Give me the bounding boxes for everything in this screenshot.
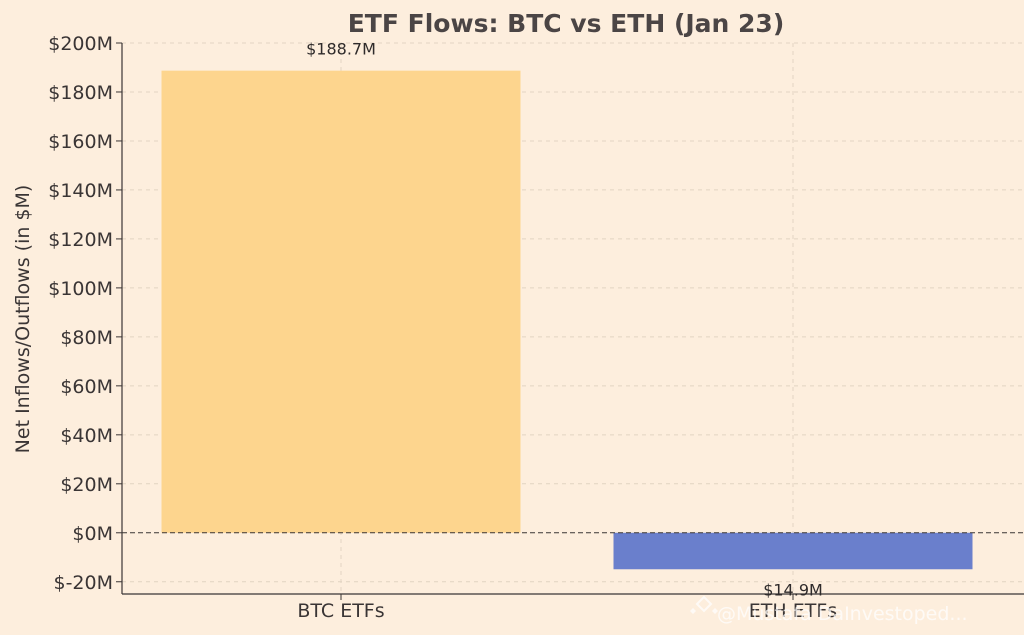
y-tick-label: $40M [60,425,113,447]
bar-eth-etfs [613,532,973,570]
y-tick-label: $80M [60,327,113,349]
y-tick-label: $60M [60,376,113,398]
x-tick-label: ETH ETFs [749,600,837,622]
data-label: $188.7M [306,40,376,59]
y-tick-label: $120M [48,229,113,251]
y-tick-label: $-20M [53,572,113,594]
bar-btc-etfs [161,70,521,533]
chart-title: ETF Flows: BTC vs ETH (Jan 23) [348,9,785,38]
y-tick-label: $20M [60,474,113,496]
y-tick-label: $0M [72,523,113,545]
x-tick-label: BTC ETFs [297,600,384,622]
y-axis-title: Net Inflows/Outflows (in $M) [12,185,34,454]
watermark-text: @Mustafa DaInvestoped... [717,603,968,625]
axes [116,42,1024,600]
watermark: @Mustafa DaInvestoped... [690,595,968,625]
y-tick-label: $180M [48,82,113,104]
y-tick-label: $160M [48,131,113,153]
y-tick-label: $140M [48,180,113,202]
labels: $-20M $0M $20M $40M $60M $80M $100M $120M $140M $… [48,33,837,622]
y-tick-label: $100M [48,278,113,300]
data-label: $14.9M [763,580,823,599]
bars [161,70,973,570]
y-tick-label: $200M [48,33,113,55]
binance-logo-icon [690,595,718,614]
